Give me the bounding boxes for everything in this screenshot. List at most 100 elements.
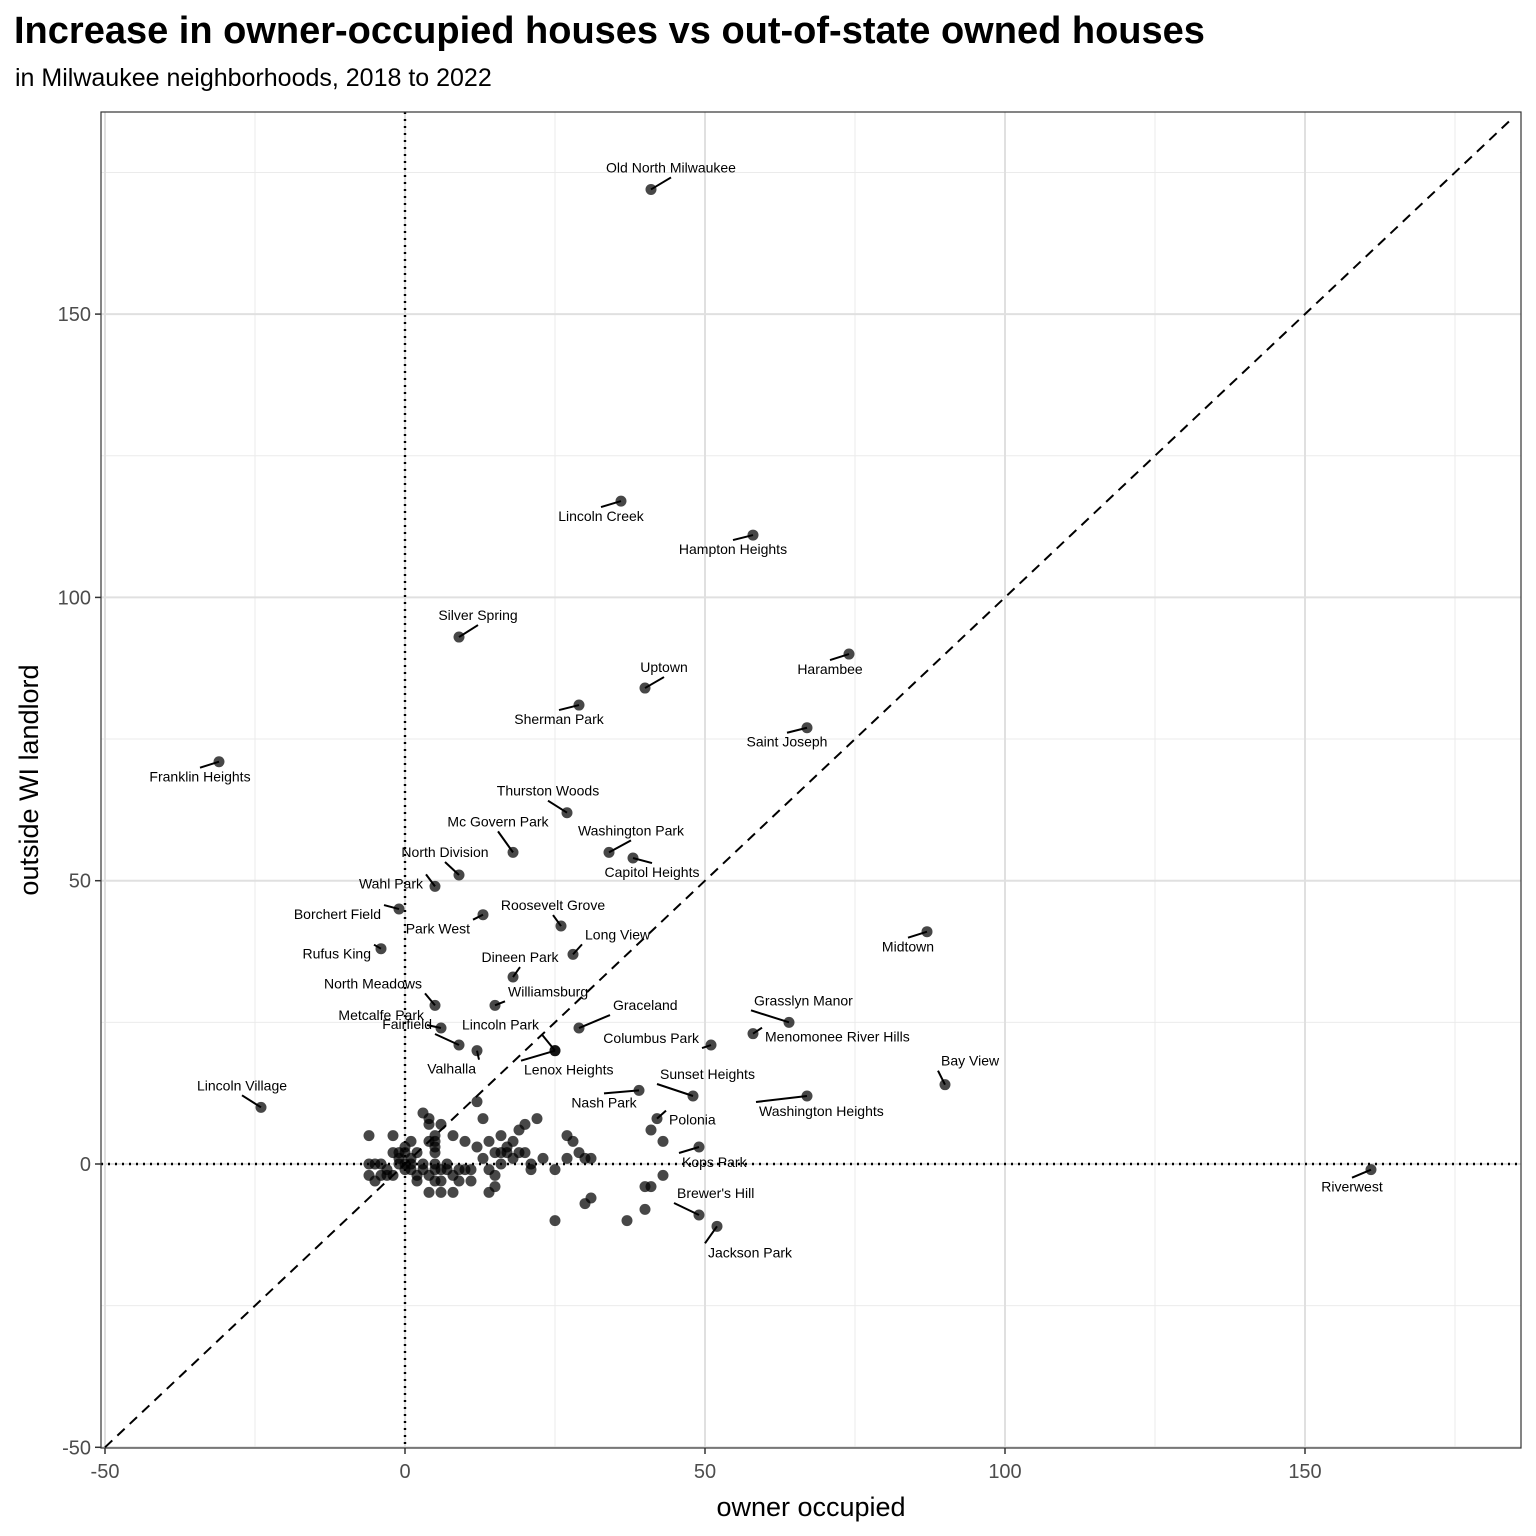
data-point <box>705 1039 717 1051</box>
data-point <box>549 1164 561 1176</box>
data-point <box>435 1022 447 1034</box>
data-point <box>747 529 759 541</box>
minor-gridlines <box>101 112 1521 1448</box>
data-point <box>921 926 933 938</box>
data-point <box>693 1141 705 1153</box>
point-label: Sherman Park <box>514 711 604 727</box>
point-label: Lenox Heights <box>524 1062 614 1078</box>
data-point <box>453 1175 465 1187</box>
point-label: Silver Spring <box>438 607 517 623</box>
point-label: Rufus King <box>303 946 371 962</box>
data-point <box>411 1175 423 1187</box>
data-point <box>447 1130 459 1142</box>
data-point <box>453 1039 465 1051</box>
data-point <box>549 1215 561 1227</box>
data-point <box>429 1147 441 1159</box>
data-point <box>471 1045 483 1057</box>
point-label: Old North Milwaukee <box>606 159 736 175</box>
data-point <box>453 631 465 643</box>
data-point <box>387 1130 399 1142</box>
data-point <box>471 1096 483 1108</box>
identity-line <box>104 120 1510 1449</box>
data-point <box>423 1118 435 1130</box>
label-leader-line <box>755 1095 808 1104</box>
panel-border <box>100 111 1522 1449</box>
data-point <box>657 1135 669 1147</box>
data-point <box>645 1124 657 1136</box>
data-point <box>639 1203 651 1215</box>
data-point <box>411 1147 423 1159</box>
data-point <box>651 1113 663 1125</box>
data-point <box>645 183 657 195</box>
data-point <box>477 909 489 921</box>
point-label: Grasslyn Manor <box>754 992 853 1008</box>
data-point <box>471 1141 483 1153</box>
y-axis-label: outside WI landlord <box>14 664 44 895</box>
data-point <box>435 1118 447 1130</box>
point-label: Borchert Field <box>294 906 381 922</box>
data-point <box>375 943 387 955</box>
point-label: Franklin Heights <box>149 769 250 785</box>
point-label: Graceland <box>613 997 678 1013</box>
data-point <box>555 920 567 932</box>
data-point <box>585 1192 597 1204</box>
data-point <box>693 1209 705 1221</box>
data-point <box>657 1169 669 1181</box>
data-point <box>429 880 441 892</box>
label-leader-line <box>578 1014 611 1029</box>
data-point <box>507 1135 519 1147</box>
data-point <box>783 1016 795 1028</box>
data-point <box>507 846 519 858</box>
label-leader-line <box>603 1089 640 1095</box>
data-points <box>213 183 1377 1232</box>
point-label: Saint Joseph <box>747 734 828 750</box>
data-point <box>801 722 813 734</box>
point-label: Kops Park <box>682 1154 748 1170</box>
data-point <box>843 648 855 660</box>
point-label: Fairfield <box>382 1016 432 1032</box>
y-axis: -50 0 50 100 150 <box>58 304 101 1459</box>
data-point <box>567 948 579 960</box>
point-label: Brewer's Hill <box>677 1185 754 1201</box>
data-point <box>423 1186 435 1198</box>
point-label: Midtown <box>882 939 934 955</box>
point-label: Menomonee River Hills <box>765 1029 910 1045</box>
label-leader-line <box>656 1083 694 1097</box>
data-point <box>483 1135 495 1147</box>
label-leader-lines <box>199 176 1372 1244</box>
data-point <box>429 999 441 1011</box>
point-label: Jackson Park <box>708 1244 793 1260</box>
data-point <box>393 903 405 915</box>
point-label: Williamsburg <box>508 983 588 999</box>
data-point <box>615 495 627 507</box>
data-point <box>435 1175 447 1187</box>
point-label: Long View <box>585 926 651 942</box>
point-label: North Meadows <box>324 975 422 991</box>
data-point <box>573 1022 585 1034</box>
data-point <box>627 852 639 864</box>
data-point <box>519 1147 531 1159</box>
point-label: Thurston Woods <box>497 783 599 799</box>
data-point <box>465 1175 477 1187</box>
data-point <box>633 1084 645 1096</box>
data-point <box>489 1169 501 1181</box>
x-tick-label: 50 <box>694 1461 716 1483</box>
data-point <box>453 869 465 881</box>
point-labels: Old North Milwaukee Lincoln Creek Hampton … <box>149 159 1382 1260</box>
y-tick-label: 100 <box>58 587 91 609</box>
data-point <box>747 1028 759 1040</box>
point-label: Hampton Heights <box>679 541 787 557</box>
point-label: Valhalla <box>427 1061 476 1077</box>
point-label: Lincoln Creek <box>558 508 645 524</box>
data-point <box>435 1186 447 1198</box>
data-point <box>489 1181 501 1193</box>
data-point <box>711 1220 723 1232</box>
data-point <box>387 1169 399 1181</box>
data-point <box>585 1152 597 1164</box>
data-point <box>429 1135 441 1147</box>
data-point <box>495 1158 507 1170</box>
point-label: Nash Park <box>571 1094 637 1110</box>
point-label: Bay View <box>941 1053 1000 1069</box>
data-point <box>567 1135 579 1147</box>
y-tick-label: 0 <box>80 1154 91 1176</box>
